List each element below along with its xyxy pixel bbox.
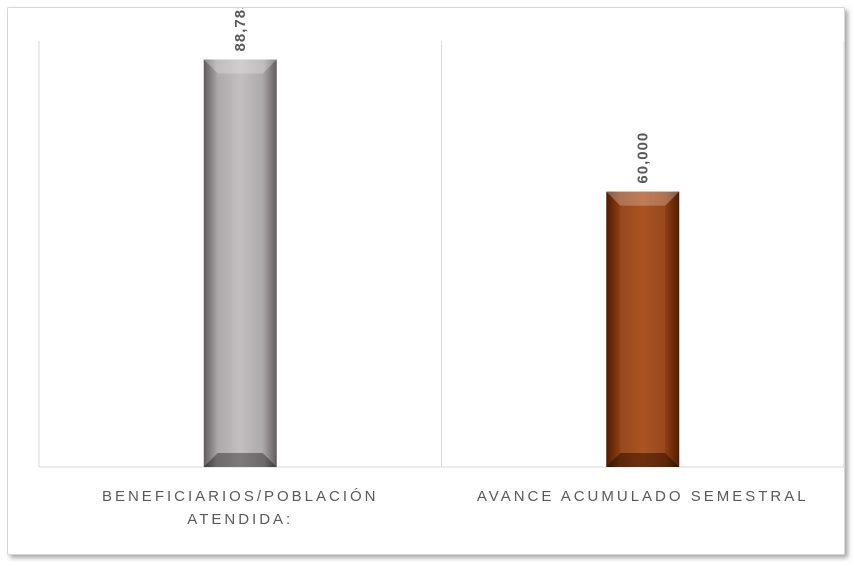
data-label: 60,000 bbox=[635, 132, 652, 184]
bar bbox=[606, 191, 680, 467]
bar-bevel-bottom bbox=[606, 453, 680, 467]
category-label: AVANCE ACUMULADO SEMESTRAL bbox=[476, 488, 809, 505]
bar-bevel-top bbox=[203, 59, 277, 74]
grid-lines bbox=[38, 41, 844, 468]
bar-body bbox=[606, 191, 680, 467]
data-labels: 88,783 60,000 bbox=[232, 8, 652, 184]
bar bbox=[203, 59, 277, 468]
bars bbox=[203, 59, 680, 468]
bar-face bbox=[620, 205, 666, 453]
category-label: BENEFICIARIOS/POBLACIÓN ATENDIDA: bbox=[101, 488, 379, 528]
bar-body bbox=[203, 59, 277, 468]
bar-face bbox=[217, 73, 263, 454]
chart-frame: 88,783 60,000 BENEFICIARIOS/POBLACIÓN ATE… bbox=[7, 7, 845, 555]
bar-bevel-top bbox=[606, 191, 680, 206]
bar-chart: 88,783 60,000 bbox=[38, 8, 844, 468]
data-label: 88,783 bbox=[232, 8, 249, 51]
bar-bevel-bottom bbox=[203, 453, 277, 467]
